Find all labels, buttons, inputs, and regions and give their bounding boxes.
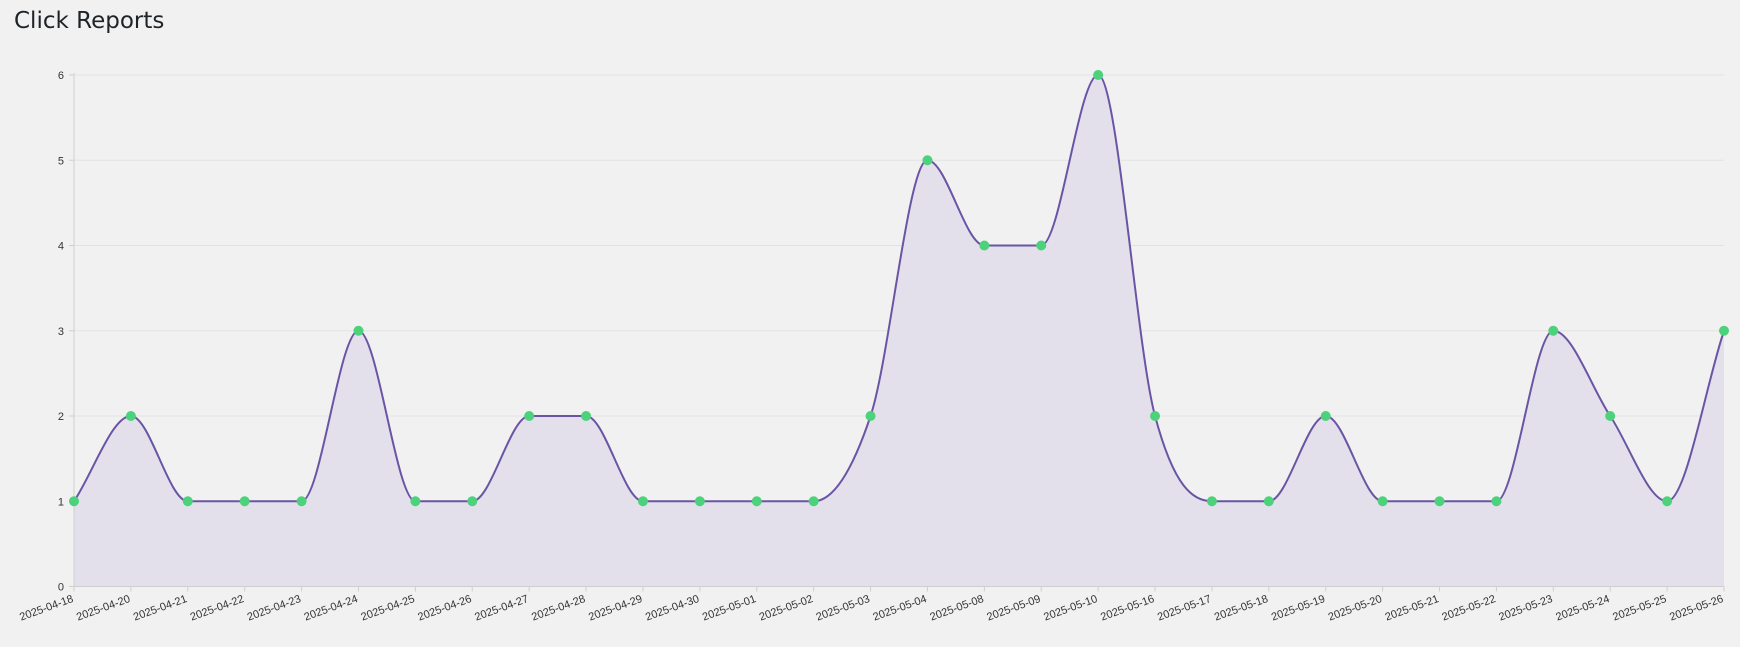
y-tick-label: 6 <box>58 70 64 82</box>
x-tick-label: 2025-04-27 <box>473 593 530 624</box>
data-point <box>751 496 762 507</box>
x-tick-label: 2025-05-01 <box>701 593 758 624</box>
x-tick-label: 2025-05-24 <box>1554 593 1611 624</box>
data-point <box>581 411 592 421</box>
x-tick-label: 2025-05-09 <box>985 593 1042 624</box>
data-point <box>410 496 421 507</box>
data-points <box>69 70 1729 507</box>
x-tick-label: 2025-05-19 <box>1270 593 1327 624</box>
x-tick-label: 2025-04-20 <box>75 593 132 624</box>
data-point <box>979 240 990 251</box>
y-tick-label: 1 <box>58 496 64 508</box>
x-tick-label: 2025-05-25 <box>1611 593 1668 624</box>
data-point <box>1605 411 1616 421</box>
x-tick-label: 2025-05-20 <box>1327 593 1384 624</box>
data-point <box>467 496 478 507</box>
data-point <box>1662 496 1673 507</box>
x-tick-label: 2025-05-04 <box>871 593 928 624</box>
area-fill <box>74 75 1724 587</box>
data-point <box>1548 325 1559 336</box>
x-tick-label: 2025-04-29 <box>587 593 644 624</box>
data-point <box>694 496 705 507</box>
y-tick-label: 5 <box>58 155 64 167</box>
x-tick-label: 2025-04-26 <box>416 593 473 624</box>
data-point <box>1263 496 1274 507</box>
data-point <box>1093 70 1104 80</box>
x-tick-label: 2025-04-30 <box>644 593 701 624</box>
data-point <box>1491 496 1502 507</box>
data-point <box>1377 496 1388 507</box>
data-point <box>1719 325 1729 336</box>
x-axis-ticks: 2025-04-18 2025-04-20 2025-04-21 2025-04-22… <box>18 586 1725 624</box>
page-title: Click Reports <box>14 8 165 34</box>
x-tick-label: 2025-05-17 <box>1156 593 1213 624</box>
y-tick-label: 0 <box>58 582 64 594</box>
x-tick-label: 2025-05-21 <box>1384 593 1441 624</box>
y-tick-label: 2 <box>58 411 64 423</box>
x-tick-label: 2025-05-02 <box>758 593 815 624</box>
data-point <box>1150 411 1161 421</box>
x-tick-label: 2025-04-22 <box>189 593 246 624</box>
y-axis-ticks: 0 1 2 3 4 5 6 <box>58 70 74 594</box>
data-point <box>1036 240 1047 251</box>
data-point <box>353 325 364 336</box>
data-point <box>1434 496 1445 507</box>
data-point <box>865 411 876 421</box>
data-point <box>1320 411 1331 421</box>
y-tick-label: 4 <box>58 241 64 253</box>
x-tick-label: 2025-05-26 <box>1668 593 1725 624</box>
x-tick-label: 2025-05-18 <box>1213 593 1270 624</box>
data-point <box>239 496 250 507</box>
data-point <box>922 155 933 166</box>
data-point <box>182 496 193 507</box>
data-point <box>69 496 79 507</box>
data-point <box>524 411 535 421</box>
x-tick-label: 2025-04-24 <box>303 593 360 624</box>
data-point <box>125 411 136 421</box>
x-tick-label: 2025-04-21 <box>132 593 189 624</box>
x-tick-label: 2025-05-22 <box>1440 593 1497 624</box>
data-point <box>296 496 307 507</box>
x-tick-label: 2025-04-25 <box>359 593 416 624</box>
data-point <box>808 496 819 507</box>
data-point <box>1206 496 1217 507</box>
x-tick-label: 2025-05-23 <box>1497 593 1554 624</box>
x-tick-label: 2025-04-18 <box>18 593 75 624</box>
x-tick-label: 2025-05-10 <box>1042 593 1099 624</box>
x-tick-label: 2025-05-16 <box>1099 593 1156 624</box>
x-tick-label: 2025-05-03 <box>815 593 872 624</box>
y-tick-label: 3 <box>58 326 64 338</box>
data-point <box>637 496 648 507</box>
x-tick-label: 2025-04-28 <box>530 593 587 624</box>
x-tick-label: 2025-05-08 <box>928 593 985 624</box>
x-tick-label: 2025-04-23 <box>246 593 303 624</box>
